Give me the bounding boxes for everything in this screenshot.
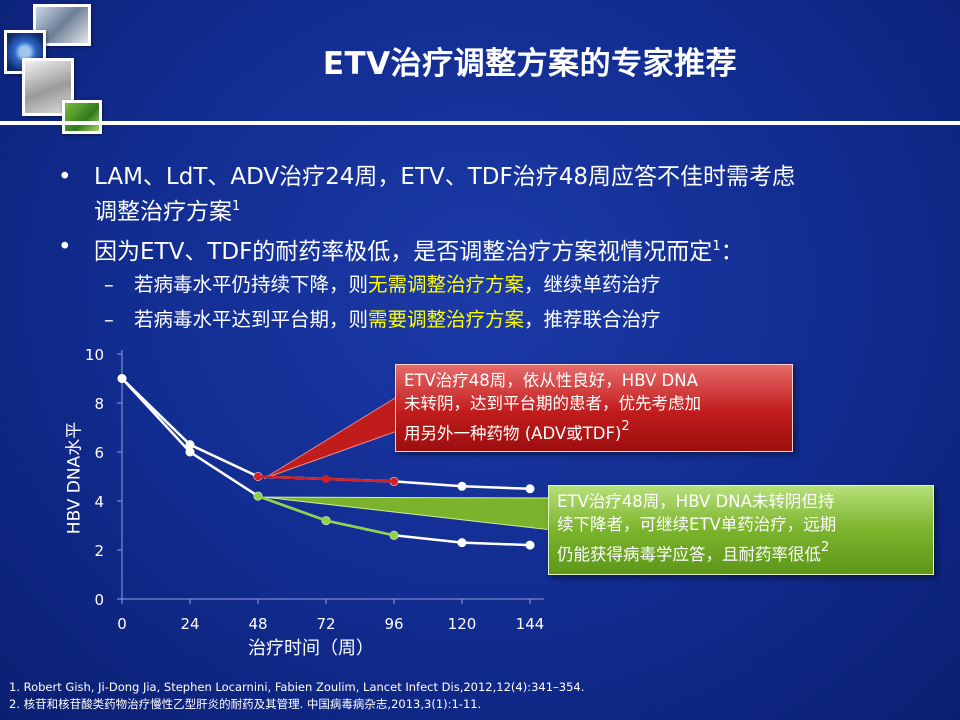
x-tick-label: 24	[180, 615, 199, 633]
callout-plateau-citation: 2	[621, 419, 630, 434]
sub-bullet-1-text: 若病毒水平仍持续下降，则无需调整治疗方案，继续单药治疗	[134, 272, 661, 298]
header-photo-collage	[0, 0, 110, 134]
sub-bullet-2-after: ，推荐联合治疗	[524, 308, 661, 331]
title-bar: ETV治疗调整方案的专家推荐	[0, 0, 960, 134]
callout-declining: ETV治疗48周，HBV DNA未转阴但持 续下降者，可继续ETV单药治疗，远期…	[548, 485, 934, 575]
x-axis-label: 治疗时间（周）	[248, 638, 374, 659]
data-point-series-3	[457, 538, 467, 548]
callout-plateau: ETV治疗48周，依从性良好，HBV DNA 未转阴，达到平台期的患者，优先考虑…	[395, 364, 793, 452]
sub-bullet-dash: –	[104, 308, 114, 331]
y-tick-label: 10	[85, 346, 104, 364]
slide-title: ETV治疗调整方案的专家推荐	[322, 46, 738, 82]
y-axis-label: HBV DNA水平	[64, 421, 85, 535]
bullet-dot: •	[58, 164, 72, 190]
data-point-series-3	[525, 540, 535, 550]
sub-bullet-1-before: 若病毒水平仍持续下降，则	[134, 273, 369, 296]
sub-bullet-2-text: 若病毒水平达到平台期，则需要调整治疗方案，推荐联合治疗	[134, 307, 661, 333]
data-point-series-2	[254, 472, 262, 481]
bullet-text-1-line1: LAM、LdT、ADV治疗24周，ETV、TDF治疗48周应答不佳时需考虑	[94, 164, 795, 190]
data-point-series-4	[390, 531, 398, 540]
x-tick-label: 48	[248, 615, 267, 633]
callout-declining-line3: 仍能获得病毒学应答，且耐药率很低2	[557, 536, 925, 566]
callout-declining-line1: ETV治疗48周，HBV DNA未转阴但持	[557, 492, 835, 511]
callout-plateau-pointer	[263, 394, 401, 479]
sub-bullet-1-highlight: 无需调整治疗方案	[368, 273, 525, 296]
photo-green-image	[62, 100, 102, 134]
callout-plateau-line3-text: 用另外一种药物 (ADV或TDF)	[404, 424, 622, 443]
data-point-series-1	[457, 481, 467, 491]
x-tick-label: 120	[448, 615, 477, 633]
bullet-text-1-line2-text: 调整治疗方案	[94, 199, 232, 225]
title-divider	[0, 121, 960, 125]
reference-2: 2. 核苷和核苷酸类药物治疗慢性乙型肝炎的耐药及其管理. 中国病毒病杂志,201…	[9, 697, 482, 711]
callout-plateau-line3: 用另外一种药物 (ADV或TDF)2	[404, 415, 784, 445]
data-point-series-4	[322, 516, 330, 525]
bullet-text-2-body: 因为ETV、TDF的耐药率极低，是否调整治疗方案视情况而定	[94, 239, 713, 265]
y-tick-label: 8	[94, 395, 104, 413]
x-tick-label: 144	[516, 615, 545, 633]
bullet-text-2: 因为ETV、TDF的耐药率极低，是否调整治疗方案视情况而定1：	[94, 232, 744, 267]
data-point-series-2	[390, 477, 398, 486]
bullet-2-citation: 1	[712, 239, 721, 254]
reference-1: 1. Robert Gish, Ji-Dong Jia, Stephen Loc…	[9, 680, 585, 694]
x-tick-label: 96	[384, 615, 403, 633]
bullet-text-1-line2: 调整治疗方案1	[94, 192, 240, 227]
callout-declining-citation: 2	[821, 540, 830, 555]
x-tick-label: 72	[316, 615, 335, 633]
data-point-series-3	[117, 374, 127, 383]
y-tick-label: 2	[94, 542, 104, 560]
sub-bullet-2-before: 若病毒水平达到平台期，则	[134, 308, 369, 331]
callout-plateau-line1: ETV治疗48周，依从性良好，HBV DNA	[404, 371, 698, 390]
sub-bullet-1-after: ，继续单药治疗	[524, 273, 661, 296]
callout-declining-line2: 续下降者，可继续ETV单药治疗，远期	[557, 515, 837, 534]
data-point-series-3	[185, 447, 195, 457]
data-point-series-2	[322, 474, 330, 483]
x-tick-label: 0	[117, 615, 127, 633]
references: 1. Robert Gish, Ji-Dong Jia, Stephen Loc…	[9, 679, 584, 713]
y-tick-label: 6	[94, 444, 104, 462]
callout-declining-line3-text: 仍能获得病毒学应答，且耐药率很低	[557, 545, 821, 564]
y-tick-label: 4	[94, 493, 104, 511]
bullet-text-2-tail: ：	[720, 239, 744, 265]
sub-bullet-dash: –	[104, 273, 114, 296]
chart-series	[117, 374, 535, 550]
callout-plateau-line2: 未转阴，达到平台期的患者，优先考虑加	[404, 394, 701, 413]
data-point-series-4	[254, 492, 262, 501]
sub-bullet-2-highlight: 需要调整治疗方案	[368, 308, 525, 331]
bullet-dot: •	[58, 234, 72, 260]
bullet-1-citation: 1	[232, 199, 241, 214]
data-point-series-1	[185, 440, 195, 450]
y-tick-label: 0	[94, 591, 104, 609]
data-point-series-1	[525, 484, 535, 494]
